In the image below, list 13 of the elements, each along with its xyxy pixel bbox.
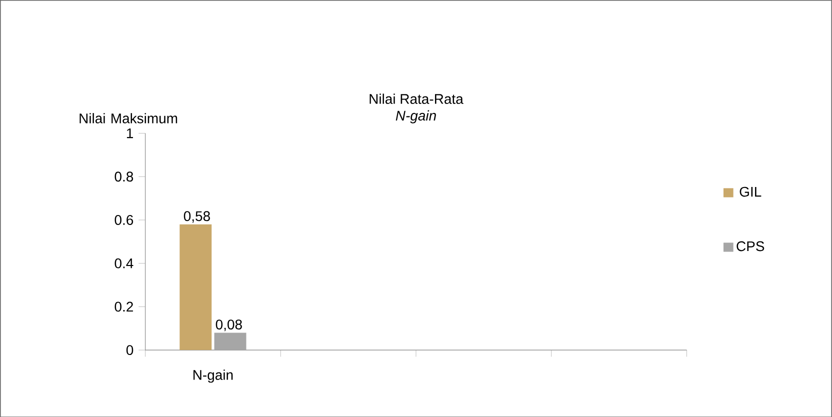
y-tick-label: 0 (126, 344, 134, 355)
chart-title: Nilai Rata-Rata (370, 93, 464, 104)
y-tick-label: 0.4 (114, 258, 134, 268)
y-axis-title: Nilai Maksimum (80, 112, 178, 124)
chart-subtitle: N-gain (396, 110, 436, 124)
legend-label: CPS (736, 241, 764, 252)
data-label: 0,58 (184, 210, 210, 223)
data-label: 0,08 (216, 319, 242, 331)
y-tick-label: 0.6 (114, 214, 134, 225)
y-tick-label: 0.2 (114, 302, 133, 312)
y-tick-label: 1 (126, 128, 133, 138)
y-tick-label: 0.8 (114, 172, 134, 182)
legend-label: GIL (740, 186, 762, 197)
